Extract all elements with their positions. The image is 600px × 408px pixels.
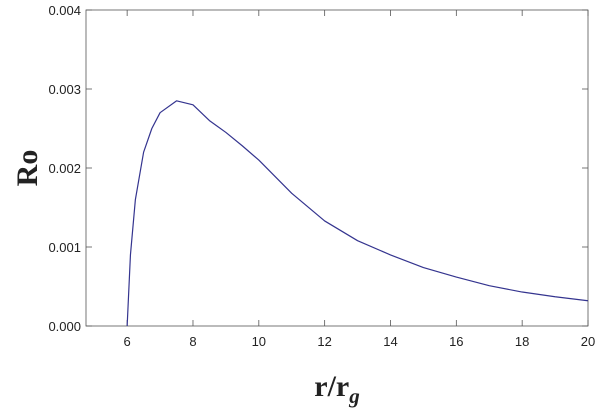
y-tick-label: 0.002	[48, 161, 81, 176]
x-tick-label: 16	[449, 334, 463, 349]
y-tick-label: 0.001	[48, 240, 81, 255]
x-tick-label: 10	[252, 334, 266, 349]
x-axis-label: r/rg	[314, 370, 359, 408]
x-tick-label: 18	[515, 334, 529, 349]
x-tick-label: 12	[317, 334, 331, 349]
x-axis-label-sub: g	[348, 384, 360, 408]
x-axis-label-main: r/r	[314, 370, 349, 403]
y-tick-label: 0.000	[48, 319, 81, 334]
x-tick-label: 8	[189, 334, 196, 349]
frame	[85, 9, 589, 327]
line	[126, 100, 589, 327]
y-tick-label: 0.003	[48, 82, 81, 97]
y-axis-label: Ro	[11, 150, 44, 187]
x-tick-label: 6	[124, 334, 131, 349]
x-tick-label: 20	[581, 334, 595, 349]
y-tick-label: 0.004	[48, 3, 81, 18]
x-tick-label: 14	[383, 334, 397, 349]
